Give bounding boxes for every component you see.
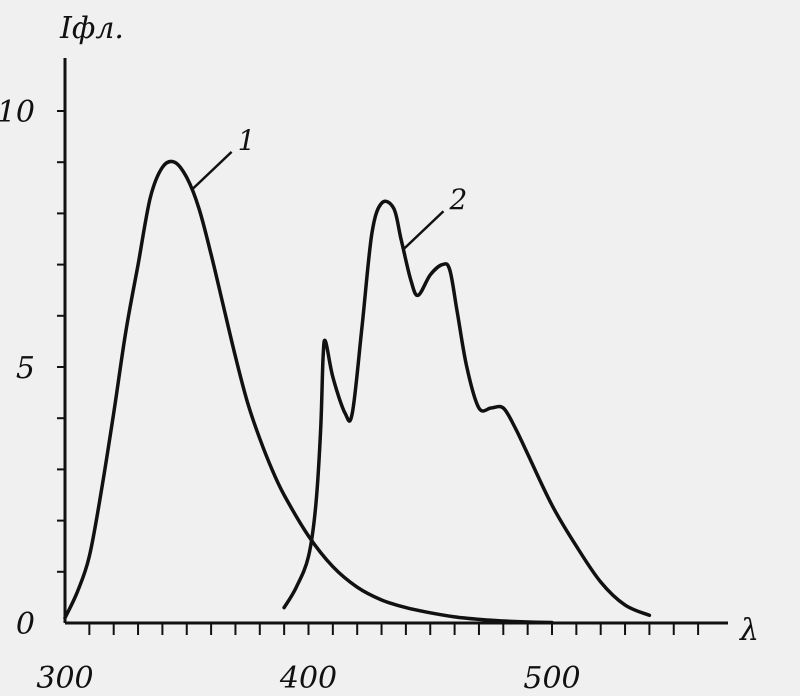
curve-1-label: 1 — [238, 124, 256, 157]
y-tick-label: 0 — [16, 607, 35, 642]
curve-1-leader — [190, 150, 233, 191]
curve-2-leader — [402, 210, 445, 251]
x-tick-label: 400 — [279, 661, 337, 696]
axes — [63, 58, 728, 625]
annotations: 12 — [190, 124, 467, 251]
series-2-line — [282, 199, 652, 618]
curve-2-label: 2 — [448, 183, 467, 216]
x-tick-label: 500 — [523, 661, 580, 696]
x-tick-label: 300 — [36, 661, 93, 696]
y-tick-label: 10 — [0, 95, 35, 130]
tick-labels: 300 400 500 0 5 10 — [0, 95, 581, 696]
series-1-line — [63, 159, 554, 625]
y-tick-label: 5 — [16, 351, 35, 386]
y-axis-label: Iфл. — [59, 11, 124, 46]
x-axis-label: λ — [739, 613, 759, 648]
series-group — [63, 159, 652, 625]
ticks — [57, 110, 700, 635]
